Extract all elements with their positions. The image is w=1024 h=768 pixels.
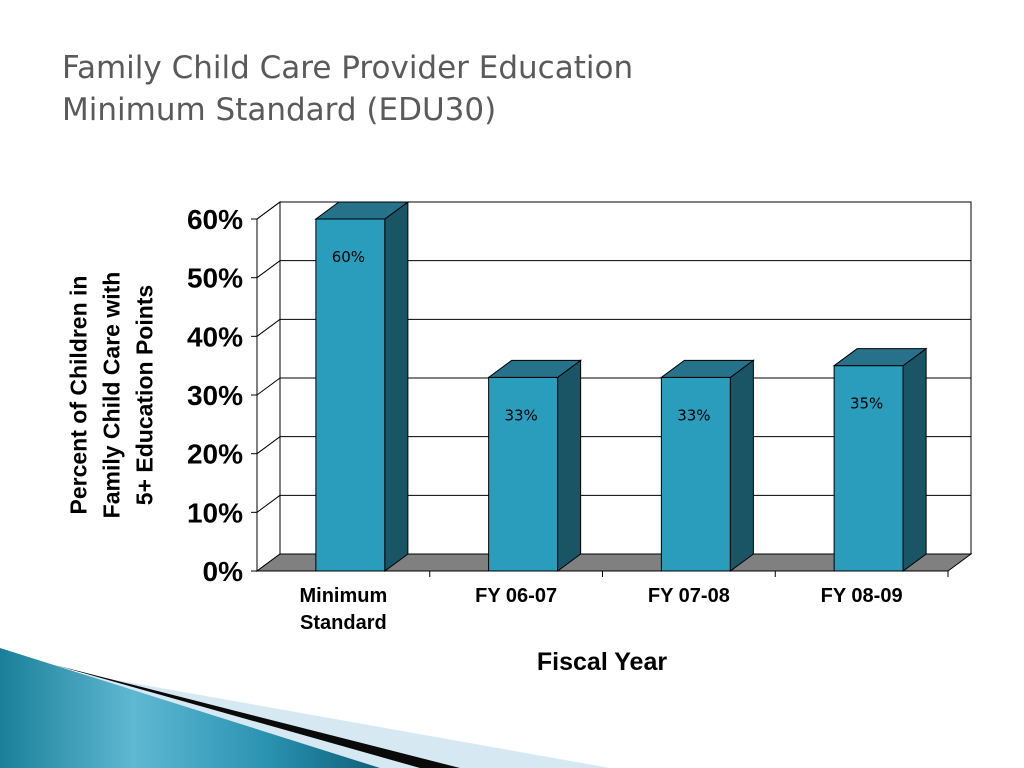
bar-side xyxy=(557,359,582,572)
gridline-diagonal xyxy=(256,377,281,396)
slide-title-line-2: Minimum Standard (EDU30) xyxy=(62,92,497,128)
gridline-diagonal xyxy=(256,201,281,220)
gridline-diagonal xyxy=(256,436,281,455)
y-tick-label: 20% xyxy=(187,439,243,470)
data-label: 35% xyxy=(850,395,883,413)
data-label: 33% xyxy=(504,406,537,424)
gridline-diagonal xyxy=(256,318,281,337)
y-tick-label: 0% xyxy=(203,556,244,587)
bar xyxy=(833,365,904,572)
y-tick-label: 50% xyxy=(187,263,243,294)
x-tick-label: FY 06-07 xyxy=(475,585,557,607)
data-label: 60% xyxy=(332,248,365,266)
slide-title-line-1: Family Child Care Provider Education xyxy=(62,50,634,86)
x-axis-label: Fiscal Year xyxy=(536,648,668,676)
bar-side xyxy=(729,359,754,572)
data-label: 33% xyxy=(677,406,710,424)
bar xyxy=(660,376,731,572)
bar xyxy=(315,218,386,572)
bar-side xyxy=(902,347,927,572)
y-tick-label: 40% xyxy=(187,321,243,352)
gridline-diagonal xyxy=(256,494,281,513)
y-tick-label: 10% xyxy=(187,497,243,528)
swoosh-light-band xyxy=(60,670,610,768)
bar-top xyxy=(659,359,755,378)
x-tick-label: Minimum xyxy=(299,585,387,607)
bar-top xyxy=(832,348,928,367)
bar-top xyxy=(314,201,410,220)
bar-side xyxy=(384,201,409,572)
x-tick-label: FY 07-08 xyxy=(648,585,730,607)
bar-top xyxy=(487,359,583,378)
swoosh-teal-band xyxy=(0,648,380,768)
x-tick-label: FY 08-09 xyxy=(821,585,903,607)
y-tick-label: 60% xyxy=(187,204,243,235)
y-tick-label: 30% xyxy=(187,380,243,411)
x-tick-label: Standard xyxy=(300,612,387,634)
swoosh-black-band xyxy=(55,665,460,768)
gridline-diagonal xyxy=(256,260,281,279)
